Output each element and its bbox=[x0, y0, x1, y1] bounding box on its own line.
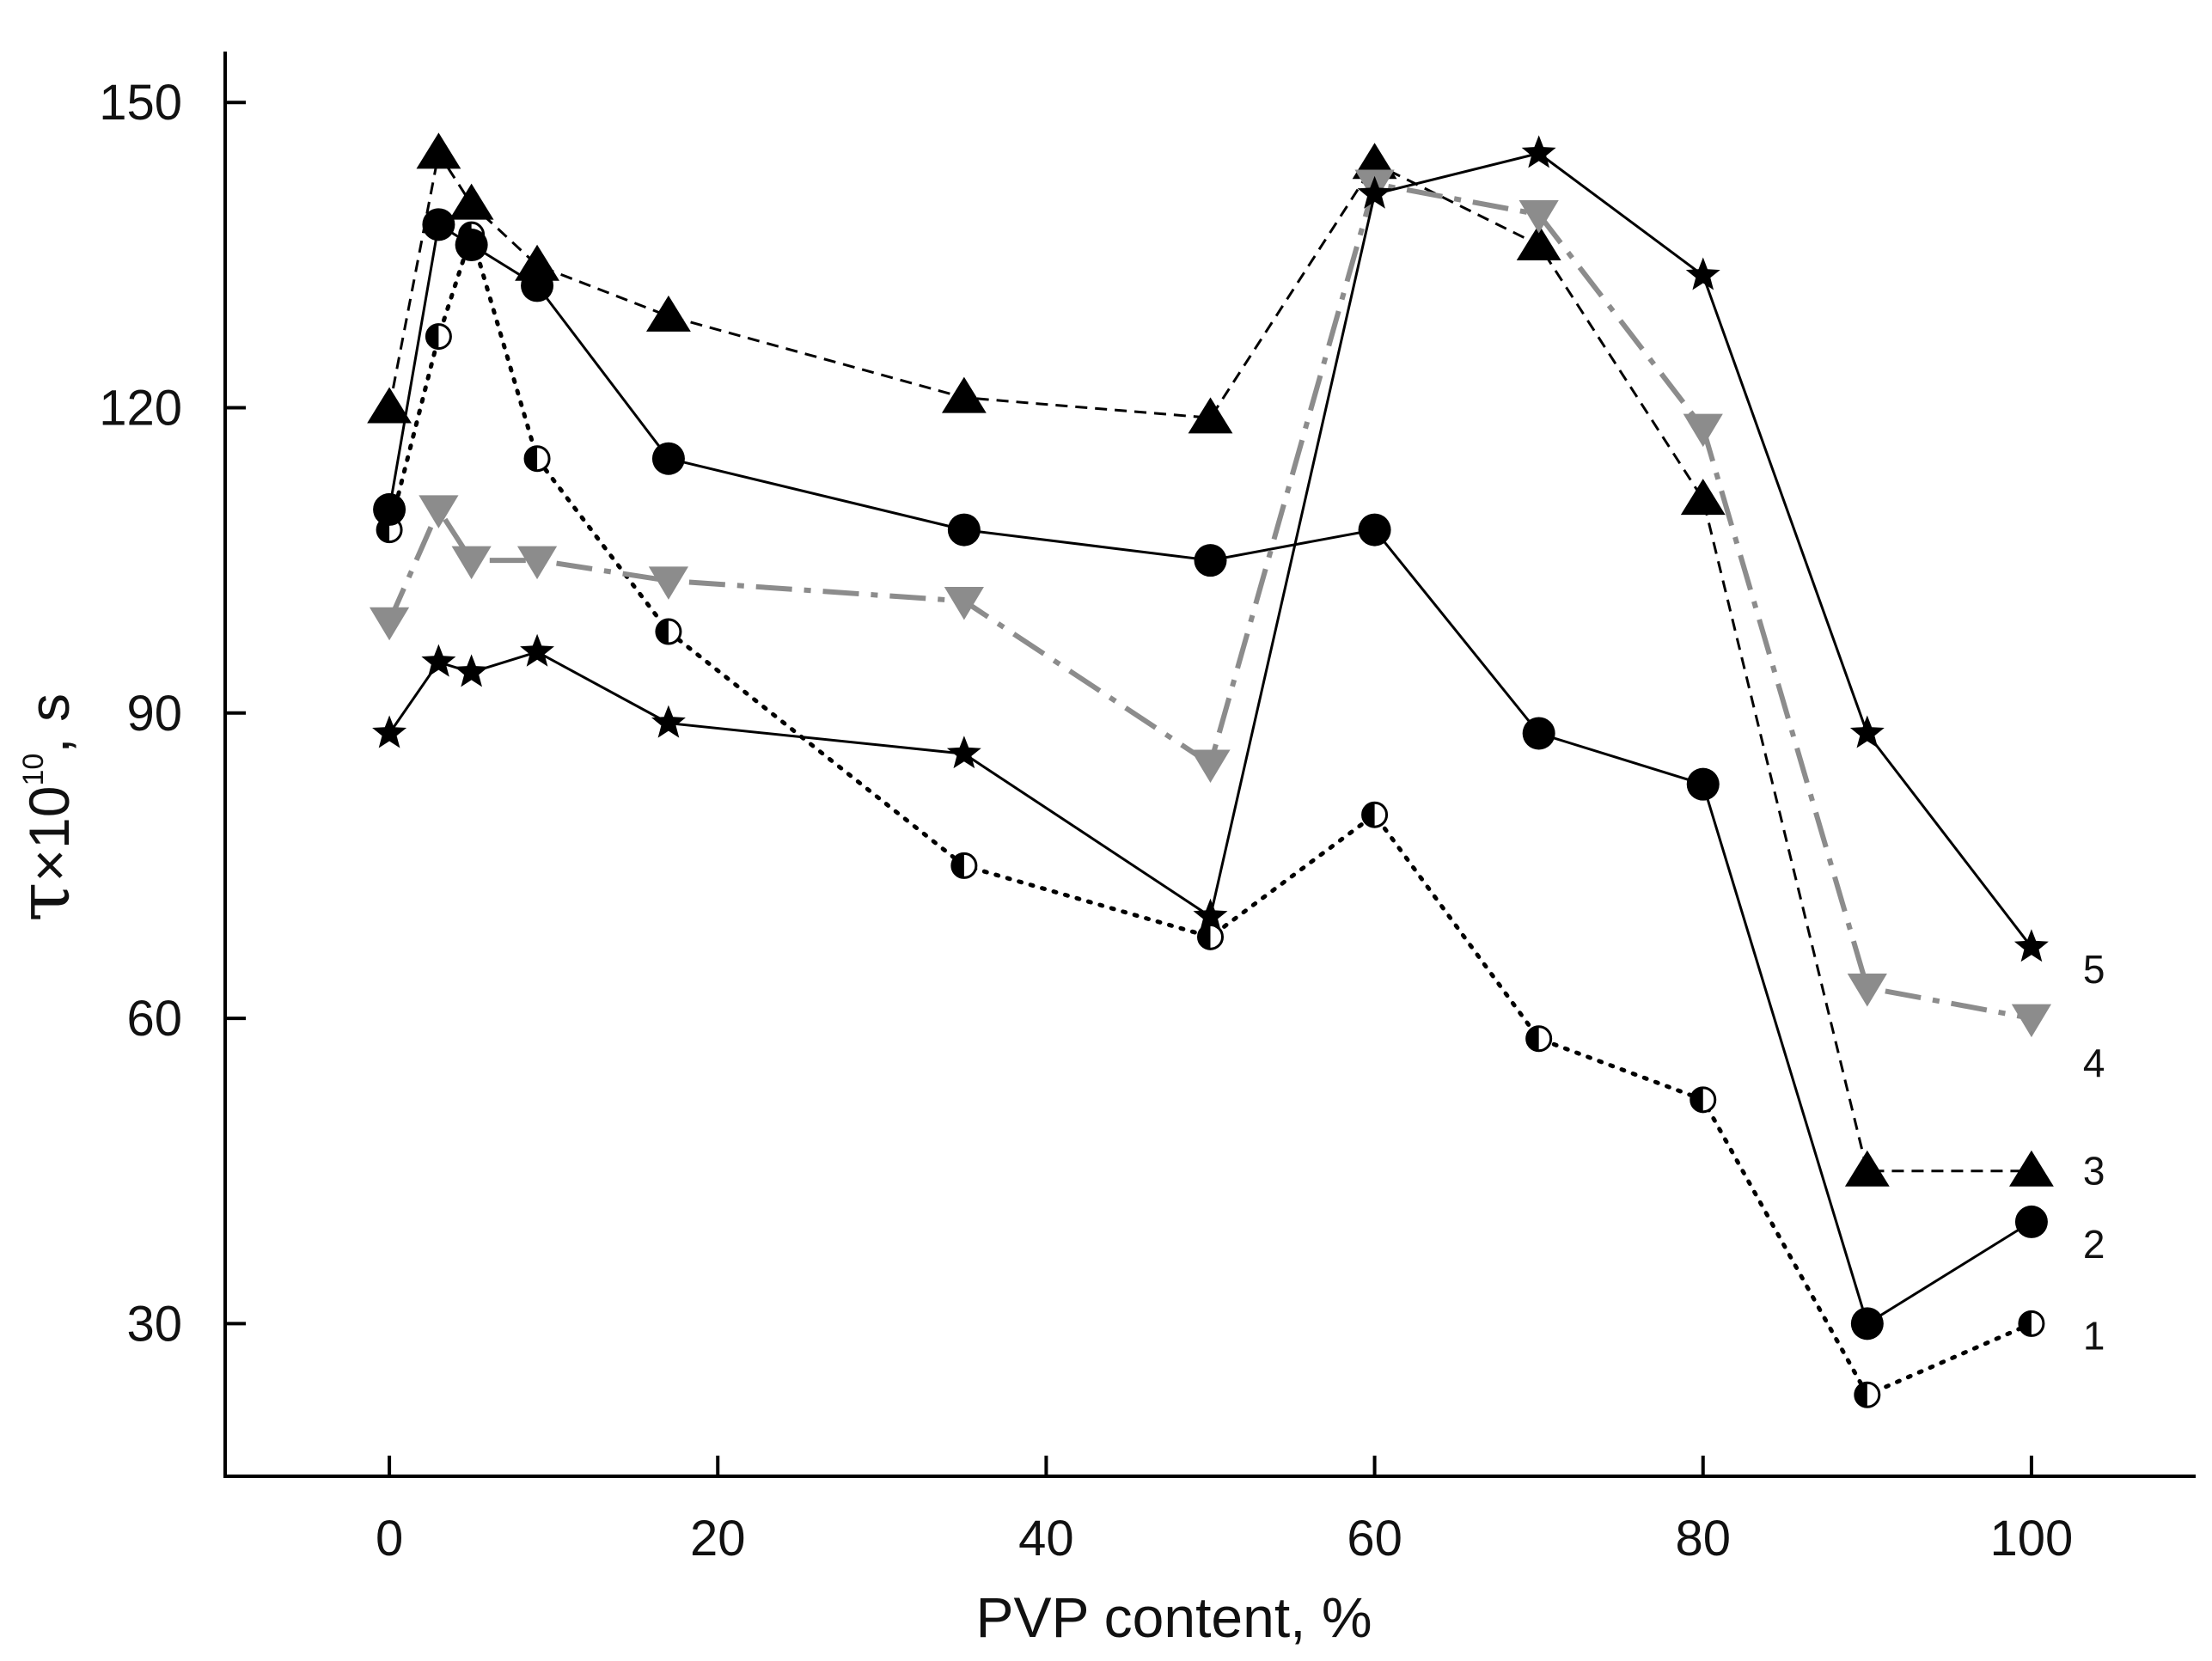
series-5-point-5 bbox=[946, 736, 981, 769]
series-5-point-11 bbox=[2013, 929, 2049, 962]
series-1-point-6-fill bbox=[1198, 925, 1211, 950]
series-5 bbox=[372, 135, 2049, 962]
series-1-point-10-fill bbox=[1855, 1383, 1867, 1408]
y-tick-label-90: 90 bbox=[126, 686, 182, 742]
y-axis-title-times: ×10 bbox=[17, 786, 81, 882]
curve-label-2: 2 bbox=[2083, 1222, 2105, 1267]
series-4 bbox=[369, 169, 2052, 1038]
series-4-point-1 bbox=[419, 495, 459, 528]
series-2-point-8 bbox=[1522, 717, 1555, 750]
series-1-point-8 bbox=[1525, 1025, 1553, 1053]
series-1-point-1-fill bbox=[426, 324, 439, 349]
series-2-point-2 bbox=[455, 229, 488, 262]
y-tick-label-60: 60 bbox=[126, 991, 182, 1047]
series-1-point-11-fill bbox=[2019, 1311, 2032, 1336]
curve-label-4: 4 bbox=[2083, 1041, 2105, 1085]
series-3-point-8 bbox=[1516, 224, 1561, 261]
series-3-point-9 bbox=[1680, 479, 1726, 516]
series-5-point-3 bbox=[520, 633, 554, 667]
y-axis-title-symbol: τ bbox=[2, 882, 86, 922]
series-2-point-5 bbox=[947, 513, 981, 547]
series-3-point-3 bbox=[515, 244, 559, 281]
series-3-point-2 bbox=[449, 183, 494, 220]
series-1-point-1 bbox=[425, 323, 452, 351]
x-tick-label-60: 60 bbox=[1347, 1511, 1402, 1566]
series-4-point-9 bbox=[1683, 413, 1723, 448]
series-5-point-4 bbox=[651, 705, 686, 738]
series-1-point-3-fill bbox=[525, 446, 538, 471]
series-4-point-11 bbox=[2011, 1004, 2052, 1038]
y-tick-label-120: 120 bbox=[99, 381, 182, 437]
series-layer bbox=[367, 132, 2054, 1408]
curve-label-3: 3 bbox=[2083, 1149, 2105, 1194]
series-1-point-4-fill bbox=[656, 620, 669, 644]
x-tick-label-40: 40 bbox=[1018, 1511, 1074, 1566]
series-4-point-2 bbox=[451, 546, 492, 580]
series-5-point-9 bbox=[1685, 257, 1720, 290]
series-1-point-7 bbox=[1361, 801, 1389, 828]
series-3-point-4 bbox=[646, 295, 691, 332]
series-4-point-5 bbox=[944, 587, 984, 620]
series-5-point-0 bbox=[372, 715, 407, 748]
series-2-point-10 bbox=[1850, 1307, 1884, 1340]
y-axis-title: τ×1010, s bbox=[2, 693, 86, 922]
series-4-point-3 bbox=[516, 546, 558, 580]
series-5-point-10 bbox=[1849, 715, 1885, 748]
x-tick-label-100: 100 bbox=[1990, 1511, 2074, 1566]
series-1-point-4 bbox=[655, 618, 682, 645]
y-axis-title-exponent: 10 bbox=[17, 754, 50, 786]
curve-labels: 1 2 3 4 5 bbox=[2083, 947, 2105, 1358]
series-2-point-7 bbox=[1358, 513, 1391, 547]
x-tick-label-20: 20 bbox=[690, 1511, 746, 1566]
series-5-point-1 bbox=[421, 644, 456, 677]
axes: 0 20 40 60 80 100 30 60 90 120 150 bbox=[99, 52, 2196, 1566]
series-4-point-10 bbox=[1847, 974, 1887, 1007]
curve-label-5: 5 bbox=[2083, 947, 2105, 992]
series-5-point-6 bbox=[1193, 898, 1228, 931]
curve-label-1: 1 bbox=[2083, 1313, 2105, 1358]
series-1-point-5-fill bbox=[951, 853, 964, 878]
series-5-point-8 bbox=[1521, 135, 1556, 168]
series-3-line bbox=[388, 150, 2032, 1173]
series-2-point-6 bbox=[1194, 544, 1227, 577]
y-axis-title-unit: , s bbox=[17, 693, 81, 754]
series-1-point-9-fill bbox=[1690, 1087, 1703, 1112]
series-4-point-4 bbox=[648, 566, 689, 600]
series-1-point-7-fill bbox=[1362, 803, 1375, 827]
series-3-point-10 bbox=[1844, 1150, 1890, 1187]
series-1-point-10 bbox=[1854, 1381, 1881, 1408]
y-tick-label-150: 150 bbox=[99, 75, 182, 131]
series-1-point-5 bbox=[950, 852, 978, 879]
series-3-point-0 bbox=[367, 387, 412, 424]
series-3-point-11 bbox=[2008, 1150, 2054, 1187]
series-5-point-7 bbox=[1357, 175, 1392, 209]
series-1-point-8-fill bbox=[1526, 1026, 1539, 1051]
series-3-point-5 bbox=[941, 376, 987, 413]
series-3 bbox=[367, 132, 2054, 1187]
series-4-line bbox=[387, 180, 2032, 1022]
series-1-point-3 bbox=[523, 445, 551, 473]
series-3-point-1 bbox=[416, 132, 461, 169]
series-1-point-6 bbox=[1197, 923, 1224, 950]
series-1-point-11 bbox=[2018, 1310, 2045, 1337]
series-1-point-9 bbox=[1690, 1086, 1717, 1114]
x-tick-label-0: 0 bbox=[376, 1511, 403, 1566]
series-2-point-4 bbox=[651, 442, 685, 475]
series-4-point-6 bbox=[1190, 749, 1231, 783]
series-2-point-1 bbox=[422, 208, 455, 241]
x-tick-label-80: 80 bbox=[1675, 1511, 1731, 1566]
series-4-point-8 bbox=[1518, 199, 1559, 234]
series-3-point-6 bbox=[1188, 397, 1233, 434]
series-5-point-2 bbox=[454, 654, 489, 687]
y-tick-label-30: 30 bbox=[126, 1296, 182, 1352]
x-axis-title: PVP content, % bbox=[975, 1585, 1372, 1649]
series-2-point-9 bbox=[1686, 767, 1720, 801]
series-4-point-0 bbox=[369, 607, 410, 641]
series-2-point-0 bbox=[373, 492, 406, 526]
svg-text:τ×1010, s: τ×1010, s bbox=[2, 693, 86, 922]
series-2-point-11 bbox=[2014, 1205, 2048, 1238]
